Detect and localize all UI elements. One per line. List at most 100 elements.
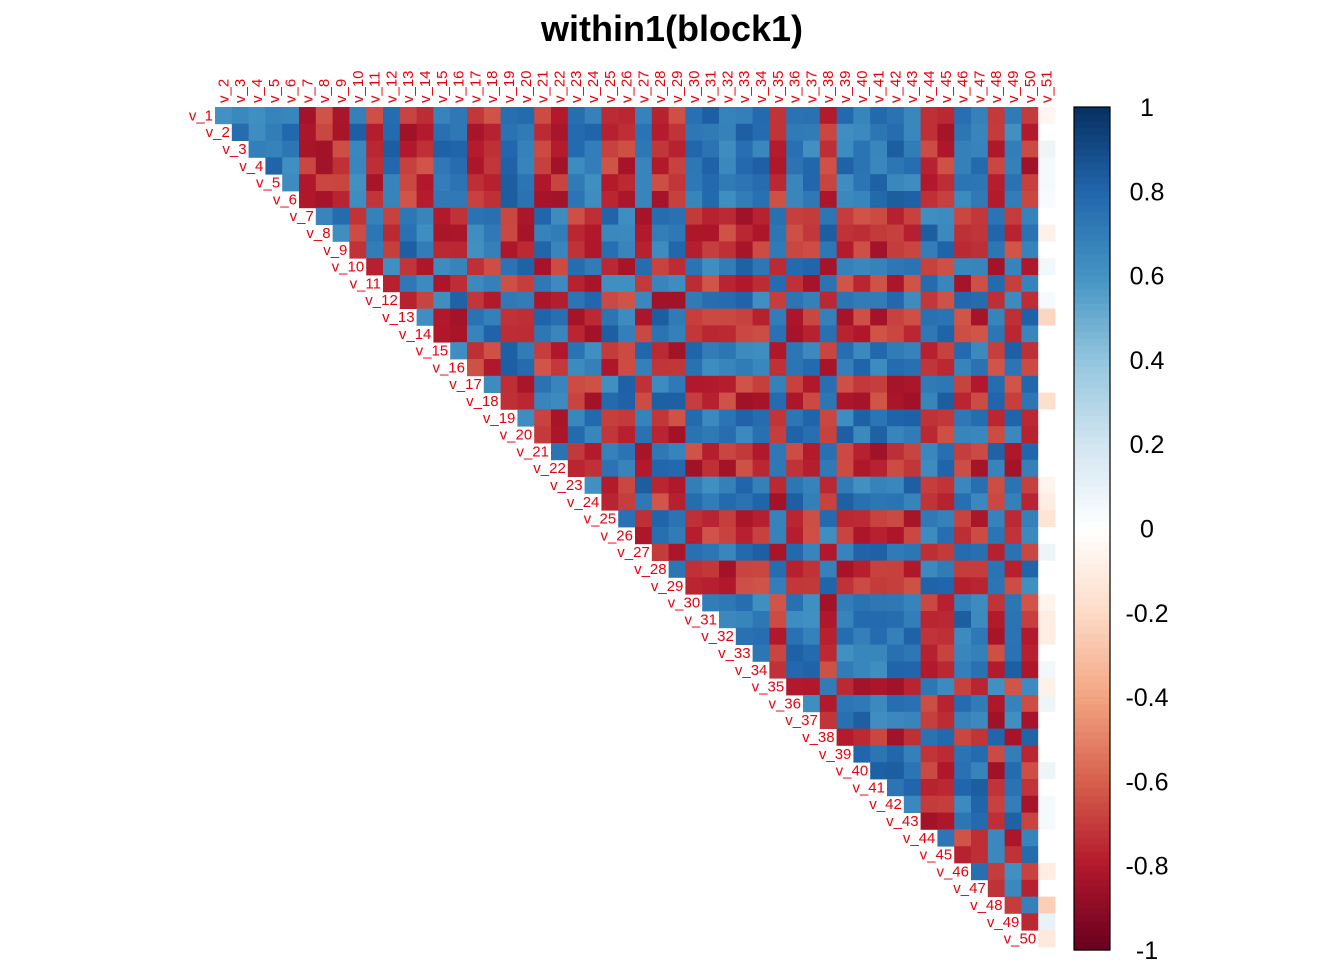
heatmap-cell: [450, 191, 468, 209]
heatmap-cell: [887, 711, 905, 729]
heatmap-cell: [1021, 846, 1039, 864]
heatmap-cell: [1038, 476, 1056, 494]
heatmap-cell: [450, 123, 468, 141]
heatmap-cell: [534, 375, 552, 393]
heatmap-cell: [618, 476, 636, 494]
heatmap-cell: [332, 140, 350, 158]
heatmap-cell: [836, 241, 854, 259]
heatmap-cell: [483, 325, 501, 343]
heatmap-cell: [685, 174, 703, 192]
heatmap-cell: [836, 711, 854, 729]
heatmap-cell: [836, 459, 854, 477]
heatmap-cell: [534, 107, 552, 125]
heatmap-cell: [937, 275, 955, 293]
heatmap-cell: [920, 275, 938, 293]
heatmap-cell: [819, 611, 837, 629]
heatmap-cell: [954, 795, 972, 813]
heatmap-cell: [315, 123, 333, 141]
heatmap-cell: [1004, 291, 1022, 309]
heatmap-cell: [954, 543, 972, 561]
heatmap-cell: [534, 123, 552, 141]
heatmap-cell: [937, 527, 955, 545]
heatmap-cell: [1021, 207, 1039, 225]
heatmap-cell: [937, 711, 955, 729]
heatmap-cell: [1038, 611, 1056, 629]
heatmap-cell: [903, 241, 921, 259]
heatmap-cell: [920, 661, 938, 679]
heatmap-cell: [786, 611, 804, 629]
heatmap-cell: [517, 275, 535, 293]
colorbar-segment: [1074, 549, 1110, 558]
row-label: v_1: [189, 107, 213, 124]
heatmap-cell: [987, 728, 1005, 746]
heatmap-cell: [887, 224, 905, 242]
heatmap-cell: [971, 258, 989, 276]
heatmap-cell: [349, 191, 367, 209]
heatmap-cell: [584, 258, 602, 276]
heatmap-cell: [987, 392, 1005, 410]
heatmap-cell: [937, 258, 955, 276]
heatmap-cell: [534, 241, 552, 259]
heatmap-cell: [853, 359, 871, 377]
heatmap-cell: [618, 409, 636, 427]
heatmap-cell: [1004, 527, 1022, 545]
heatmap-cell: [500, 258, 518, 276]
colorbar-segment: [1074, 858, 1110, 867]
colorbar-segment: [1074, 795, 1110, 804]
heatmap-cell: [248, 123, 266, 141]
row-label: v_45: [920, 847, 953, 864]
heatmap-cell: [853, 543, 871, 561]
heatmap-cell: [903, 107, 921, 125]
heatmap-cell: [668, 342, 686, 360]
heatmap-cell: [567, 426, 585, 444]
heatmap-cell: [937, 140, 955, 158]
heatmap-cell: [483, 258, 501, 276]
heatmap-cell: [819, 275, 837, 293]
heatmap-cell: [1004, 258, 1022, 276]
heatmap-cell: [903, 443, 921, 461]
heatmap-cell: [265, 107, 283, 125]
heatmap-cell: [937, 695, 955, 713]
heatmap-cell: [769, 342, 787, 360]
heatmap-cell: [567, 224, 585, 242]
heatmap-cell: [937, 829, 955, 847]
heatmap-cell: [887, 762, 905, 780]
heatmap-cell: [735, 375, 753, 393]
heatmap-cell: [769, 157, 787, 175]
heatmap-cell: [366, 258, 384, 276]
heatmap-cell: [819, 308, 837, 326]
heatmap-cell: [433, 258, 451, 276]
colorbar-segment: [1074, 718, 1110, 726]
heatmap-cell: [735, 342, 753, 360]
heatmap-cell: [903, 762, 921, 780]
heatmap-cell: [702, 140, 720, 158]
heatmap-cell: [567, 207, 585, 225]
heatmap-cell: [735, 359, 753, 377]
heatmap-cell: [954, 527, 972, 545]
heatmap-cell: [467, 308, 485, 326]
heatmap-cell: [1021, 695, 1039, 713]
column-label: v_50: [1022, 70, 1039, 103]
heatmap-cell: [971, 476, 989, 494]
heatmap-cell: [819, 577, 837, 595]
heatmap-cell: [215, 107, 233, 125]
colorbar-segment: [1074, 661, 1110, 670]
heatmap-cell: [702, 224, 720, 242]
colorbar-segment: [1074, 493, 1110, 502]
heatmap-cell: [987, 308, 1005, 326]
heatmap-cell: [836, 695, 854, 713]
colorbar-segment: [1074, 612, 1110, 621]
heatmap-cell: [349, 157, 367, 175]
row-label: v_14: [399, 326, 432, 343]
heatmap-cell: [836, 325, 854, 343]
heatmap-cell: [433, 191, 451, 209]
heatmap-cell: [803, 426, 821, 444]
column-label: v_25: [602, 70, 619, 103]
heatmap-cell: [1038, 527, 1056, 545]
row-label: v_17: [449, 376, 482, 393]
heatmap-cell: [1021, 913, 1039, 931]
heatmap-cell: [887, 459, 905, 477]
heatmap-cell: [1021, 359, 1039, 377]
colorbar-segment: [1074, 935, 1110, 944]
heatmap-cell: [635, 493, 653, 511]
